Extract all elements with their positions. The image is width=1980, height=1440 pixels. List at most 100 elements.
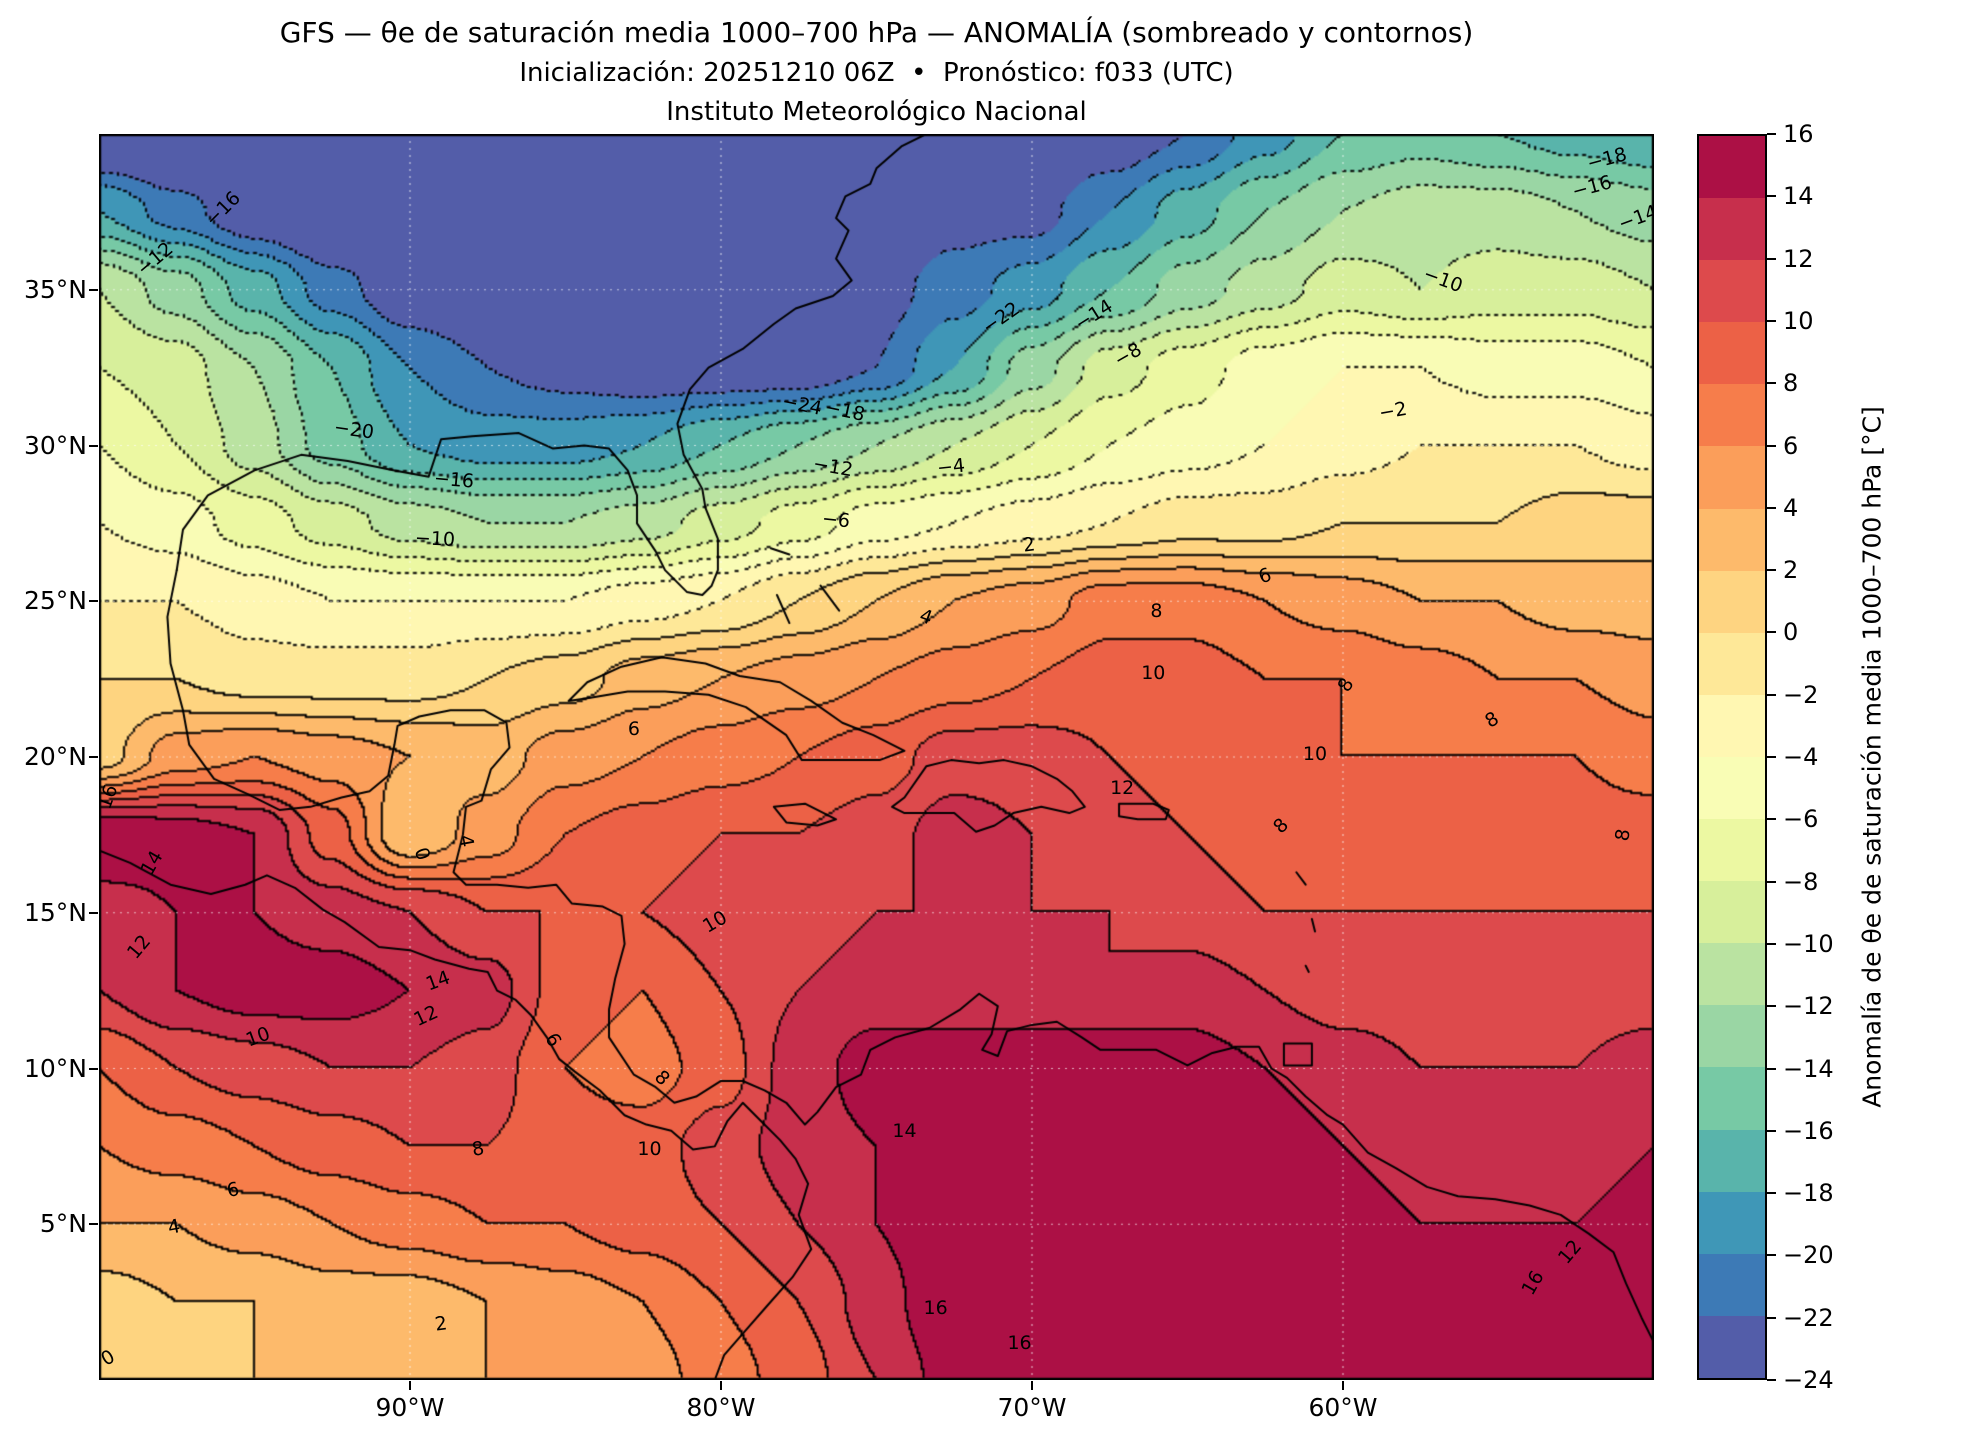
contour-label: 4 (916, 604, 936, 630)
contour-label: 8 (1481, 707, 1504, 733)
map-overlay-canvas (99, 134, 1654, 1380)
contour-label: 10 (242, 1022, 273, 1052)
colorbar-segment (1699, 384, 1765, 447)
contour-label: −18 (823, 396, 868, 427)
chart-title: GFS — θe de saturación media 1000–700 hP… (279, 16, 1474, 49)
colorbar-tick-label: 4 (1783, 493, 1799, 522)
contour-label: 8 (1333, 674, 1359, 697)
colorbar-tick-label: 16 (1783, 120, 1814, 148)
y-tick-label: 15°N (23, 897, 87, 927)
contour-labels-layer: −12 −16 −20 −16 −10 −24 −18 −12 −6 −4 −22 −14 −8 −2 −1… (99, 134, 1654, 1380)
colorbar-segment (1699, 694, 1765, 757)
y-tick-label: 20°N (23, 742, 87, 771)
y-tick-label: 5°N (39, 1209, 87, 1239)
y-tick-mark (89, 600, 98, 603)
contour-label: 4 (454, 833, 478, 849)
contour-label: −12 (811, 452, 855, 482)
colorbar-tick-mark (1767, 257, 1776, 260)
colorbar-tick-label: 12 (1783, 244, 1814, 273)
contour-label: −10 (1419, 263, 1466, 298)
contour-label: 12 (123, 930, 156, 964)
contour-label: −12 (132, 237, 178, 280)
colorbar-segment (1699, 1253, 1765, 1316)
contour-label: 16 (923, 1297, 948, 1320)
colorbar-tick-mark (1767, 1254, 1776, 1257)
colorbar-tick-mark (1767, 1379, 1776, 1381)
contour-label: −4 (936, 454, 967, 480)
colorbar-segment (1699, 570, 1765, 633)
colorbar-segment (1699, 1005, 1765, 1068)
contour-label: −24 (779, 390, 824, 420)
colorbar-tick-mark (1767, 631, 1776, 634)
colorbar-tick-mark (1767, 1129, 1776, 1132)
colorbar-tick-mark (1767, 382, 1776, 385)
x-tick-label: 90°W (375, 1393, 445, 1422)
y-tick-label: 35°N (23, 274, 87, 304)
colorbar-tick-mark (1767, 444, 1776, 447)
colorbar-segment (1699, 1067, 1765, 1130)
colorbar-tick-label: −10 (1783, 929, 1834, 958)
x-tick-mark (720, 1381, 722, 1390)
contour-label: 12 (1110, 777, 1135, 800)
colorbar-segment (1699, 1129, 1765, 1192)
colorbar-tick-label: −6 (1783, 805, 1819, 834)
y-tick-label: 25°N (23, 586, 87, 616)
x-tick-label: 80°W (686, 1393, 756, 1422)
y-tick-label: 10°N (23, 1053, 87, 1083)
contour-label: 8 (649, 1065, 674, 1090)
colorbar-tick-mark (1767, 195, 1776, 198)
colorbar-tick-label: 6 (1783, 431, 1799, 460)
colorbar-segment (1699, 881, 1765, 944)
contour-label: −6 (820, 507, 852, 533)
contour-label: 10 (698, 906, 731, 938)
colorbar-tick-mark (1767, 942, 1776, 945)
colorbar-tick-label: −16 (1783, 1116, 1834, 1145)
colorbar-tick-mark (1767, 1192, 1776, 1195)
colorbar-tick-label: 10 (1783, 306, 1814, 335)
colorbar-tick-mark (1767, 880, 1776, 883)
contour-label: 2 (433, 1312, 449, 1336)
chart-institution: Instituto Meteorológico Nacional (666, 97, 1087, 127)
colorbar-tick-label: −18 (1783, 1179, 1834, 1208)
contour-label: 6 (224, 1177, 241, 1203)
contour-label: 14 (892, 1119, 917, 1142)
contour-label: 6 (627, 717, 640, 740)
contour-label: 16 (1517, 1267, 1549, 1300)
contour-label: 16 (1007, 1331, 1032, 1354)
contour-label: −22 (978, 297, 1024, 339)
y-tick-label: 30°N (23, 430, 87, 460)
contour-label: 4 (165, 1215, 182, 1240)
contour-label: −14 (1071, 294, 1118, 335)
contour-label: −16 (201, 186, 246, 231)
contour-label: 14 (136, 846, 168, 879)
colorbar-tick-mark (1767, 506, 1776, 509)
contour-label: 10 (1302, 742, 1328, 765)
colorbar-tick-mark (1767, 1067, 1776, 1070)
colorbar-segment (1699, 322, 1765, 385)
colorbar-tick-mark (1767, 569, 1776, 572)
x-tick-mark (409, 1381, 411, 1390)
x-tick-label: 60°W (1308, 1393, 1378, 1422)
colorbar-tick-label: −20 (1783, 1241, 1834, 1270)
colorbar-tick-mark (1767, 133, 1776, 135)
colorbar-segment (1699, 756, 1765, 820)
contour-label: 8 (1150, 599, 1163, 622)
contour-label: 0 (410, 844, 435, 864)
colorbar-segment (1699, 508, 1765, 571)
colorbar-tick-label: −14 (1783, 1054, 1834, 1083)
y-tick-mark (89, 1067, 98, 1070)
contour-label: 12 (1553, 1235, 1587, 1269)
contour-label: 10 (637, 1138, 662, 1161)
chart-subtitle: Inicialización: 20251210 06Z • Pronóstic… (519, 58, 1234, 88)
colorbar-tick-label: −22 (1783, 1303, 1834, 1332)
colorbar-segment (1699, 136, 1765, 199)
contour-label: −18 (1585, 143, 1630, 175)
map-plot-area: −12 −16 −20 −16 −10 −24 −18 −12 −6 −4 −22 −14 −8 −2 −1… (99, 134, 1654, 1380)
contour-label: −16 (1569, 171, 1615, 203)
colorbar-tick-label: −2 (1783, 680, 1819, 709)
y-tick-mark (89, 444, 98, 447)
colorbar-tick-mark (1767, 319, 1776, 322)
colorbar-segment (1699, 819, 1765, 882)
y-tick-mark (89, 756, 98, 758)
colorbar-segment (1699, 446, 1765, 509)
